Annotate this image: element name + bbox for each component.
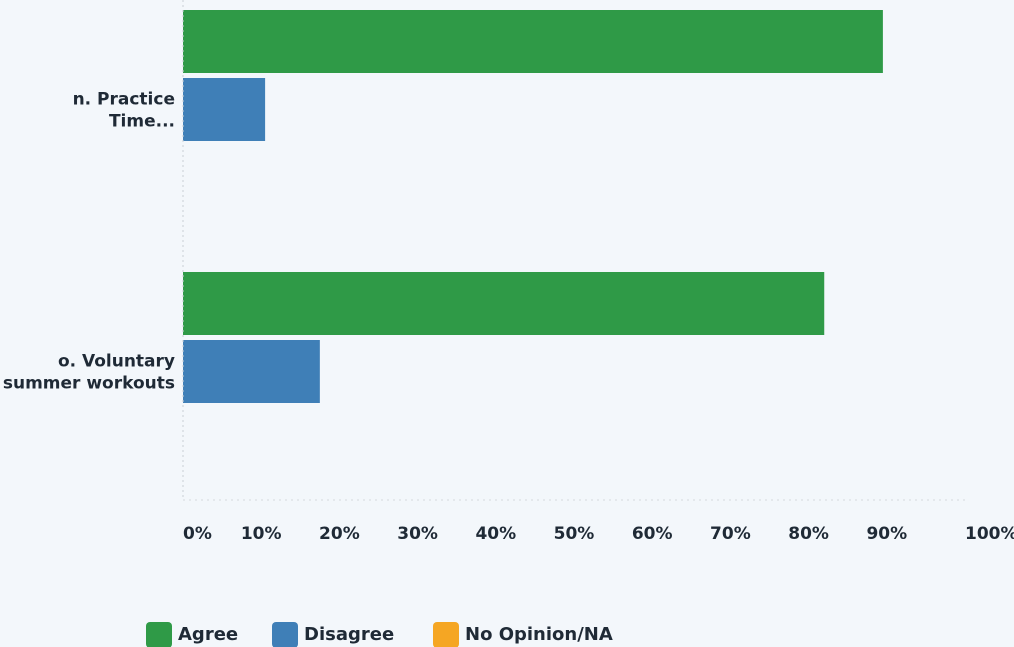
legend-label-no-opinion-na: No Opinion/NA	[465, 624, 613, 645]
legend-label-agree: Agree	[178, 624, 238, 645]
legend: Agree Disagree No Opinion/NA	[146, 622, 613, 647]
bar-o-voluntary-summer-workouts-disagree	[183, 340, 320, 403]
legend-swatch-agree	[146, 622, 172, 647]
legend-swatch-no-opinion-na	[433, 622, 459, 647]
x-tick-label-60: 60%	[632, 524, 673, 544]
x-tick-label-30: 30%	[397, 524, 438, 544]
x-tick-label-40: 40%	[475, 524, 516, 544]
bar-o-voluntary-summer-workouts-agree	[183, 272, 825, 335]
bars-group	[183, 10, 883, 403]
x-tick-label-100: 100%	[965, 524, 1014, 544]
bar-n-practice-time-disagree	[183, 78, 266, 141]
x-tick-label-0: 0%	[183, 524, 212, 544]
x-tick-label-80: 80%	[788, 524, 829, 544]
x-tick-label-50: 50%	[554, 524, 595, 544]
x-tick-label-20: 20%	[319, 524, 360, 544]
bar-n-practice-time-agree	[183, 10, 883, 73]
legend-swatch-disagree	[272, 622, 298, 647]
category-label-n-practice-time: n. Practice Time...	[73, 90, 175, 132]
x-tick-label-10: 10%	[241, 524, 282, 544]
x-tick-label-70: 70%	[710, 524, 751, 544]
x-tick-labels-group: 0% 10% 20% 30% 40% 50% 60% 70% 80% 90% 100%	[183, 524, 1014, 544]
category-labels-group: n. Practice Time... o. Voluntary summer wor…	[3, 90, 175, 394]
category-label-o-voluntary-summer-workouts: o. Voluntary summer workouts	[3, 352, 175, 394]
legend-label-disagree: Disagree	[304, 624, 394, 645]
x-tick-label-90: 90%	[866, 524, 907, 544]
